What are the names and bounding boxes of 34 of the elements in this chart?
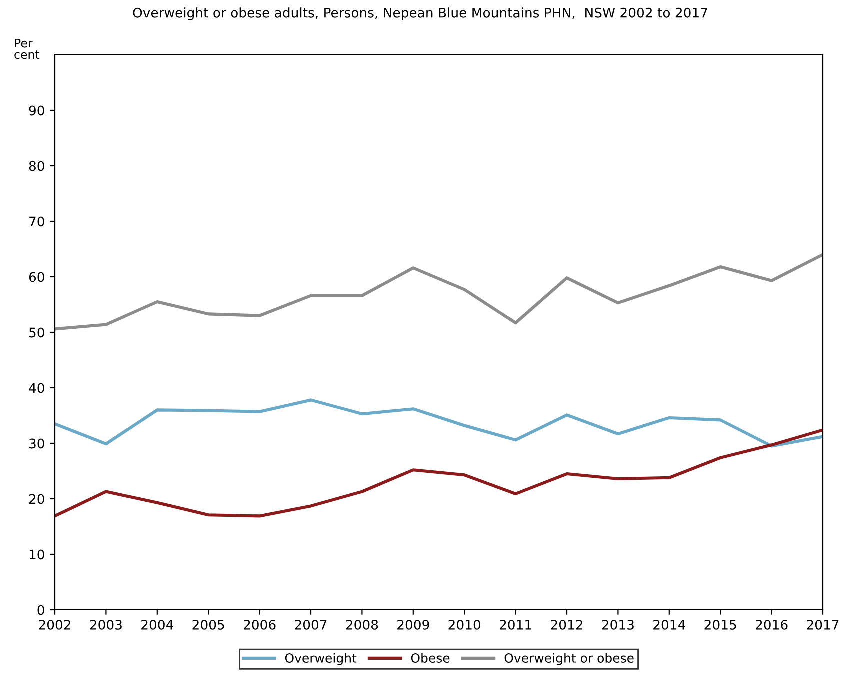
- y-tick-label: 70: [30, 216, 44, 227]
- x-tick-label: 2012: [551, 620, 582, 630]
- legend-label: Overweight: [285, 653, 357, 666]
- line-series: [55, 398, 823, 448]
- x-tick-label: 2015: [704, 620, 736, 630]
- y-tick-label: 30: [29, 438, 44, 449]
- x-tick-label: 2017: [807, 620, 839, 630]
- x-tick-label: 2004: [142, 620, 174, 630]
- legend-label: Overweight or obese: [504, 653, 634, 666]
- chart-title: Overweight or obese adults, Persons, Nepean Blue Mountains PHN, NSW 2002 to 2017: [133, 8, 708, 20]
- x-tick-label: 2005: [192, 620, 224, 630]
- x-tick-label: 2007: [295, 620, 327, 630]
- y-tick-label: 20: [29, 494, 44, 504]
- x-tick-label: 2002: [39, 620, 70, 630]
- y-tick-label: 80: [29, 161, 44, 172]
- x-tick-label: 2014: [654, 620, 686, 630]
- y-tick-label: 50: [30, 328, 44, 338]
- x-tick-label: 2011: [500, 620, 532, 630]
- x-tick-label: 2008: [346, 620, 378, 630]
- y-tick-label: 40: [29, 383, 44, 394]
- x-tick-label: 2009: [398, 620, 430, 630]
- x-tick-label: 2013: [602, 620, 634, 630]
- x-tick-label: 2016: [756, 620, 788, 630]
- line-series: [55, 253, 823, 331]
- y-tick-label: 90: [29, 106, 44, 116]
- y-tick-label: 60: [29, 272, 44, 282]
- x-tick-label: 2006: [244, 620, 276, 630]
- x-tick-label: 2010: [448, 620, 481, 630]
- legend-label: Obese: [411, 653, 450, 663]
- y-tick-label: 10: [30, 550, 44, 560]
- x-tick-label: 2003: [90, 620, 122, 630]
- y-axis-title: Per cent: [14, 38, 40, 60]
- line-series: [55, 428, 823, 518]
- y-tick-label: 0: [38, 605, 44, 616]
